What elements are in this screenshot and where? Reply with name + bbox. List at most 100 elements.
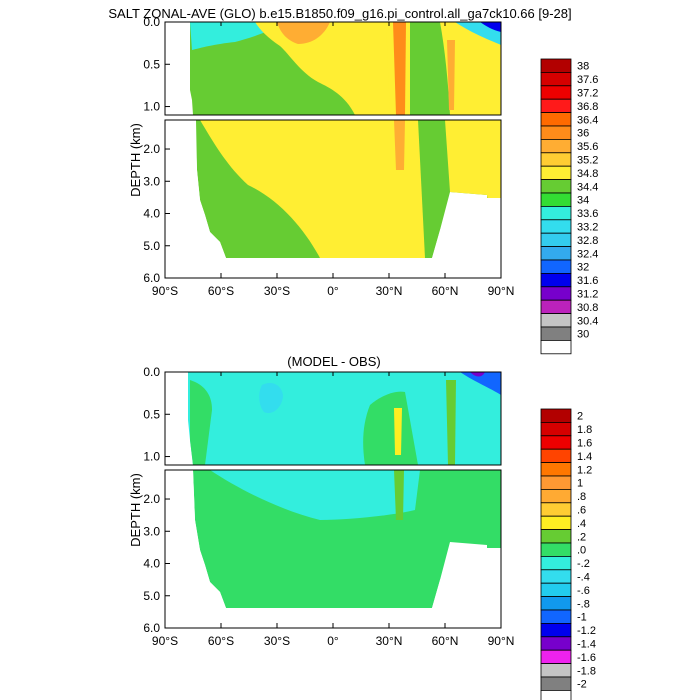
x-tick-label: 90°S: [152, 284, 178, 298]
colorbar-label: -1.8: [577, 665, 596, 677]
colorbar-label: 2: [577, 411, 583, 423]
colorbar-label: -1.6: [577, 652, 596, 664]
colorbar-swatch: [540, 259, 572, 274]
colorbar-label: -1: [577, 612, 587, 624]
colorbar-swatch: [540, 326, 572, 341]
top-upper-arctic-orange: [447, 40, 455, 110]
colorbar-swatch: [540, 219, 572, 234]
colorbar-swatch: [540, 192, 572, 207]
colorbar-swatch: [540, 462, 572, 477]
top-lower-south-white: [165, 120, 226, 278]
colorbar-label: .2: [577, 531, 586, 543]
colorbar-swatch: [540, 502, 572, 517]
colorbar-label: 32.8: [577, 235, 598, 247]
colorbar-swatch: [540, 529, 572, 544]
top-ylabel: DEPTH (km): [128, 123, 143, 197]
colorbar-label: 32: [577, 262, 589, 274]
colorbar-swatch: [540, 556, 572, 571]
colorbar-swatch: [540, 232, 572, 247]
top-lower-deep-white: [432, 198, 501, 278]
colorbar-label: -.4: [577, 572, 590, 584]
y-tick-label: 3.0: [143, 174, 160, 188]
colorbar-swatch: [540, 408, 572, 423]
colorbar-label: 34: [577, 195, 589, 207]
bottom-upper-positive-band: [363, 391, 418, 465]
colorbar-swatch: [540, 488, 572, 504]
top-upper-fresh-south: [190, 22, 283, 50]
y-tick-label: 5.0: [143, 589, 160, 603]
colorbar-swatch: [540, 313, 572, 328]
colorbar-swatch: [540, 205, 572, 221]
y-tick-label: 1.0: [143, 100, 160, 114]
y-tick-label: 0.5: [143, 57, 160, 71]
colorbar-label: 1.8: [577, 424, 592, 436]
bottom-upper-arctic-fresh: [460, 372, 501, 395]
colorbar-label: 36.4: [577, 114, 598, 126]
bottom-ylabel: DEPTH (km): [128, 473, 143, 547]
bottom-colorbar: 21.81.61.41.21.8.6.4.2.0-.2-.4-.6-.8-1-1…: [540, 408, 596, 700]
x-tick-label: 60°S: [208, 634, 234, 648]
colorbar-swatch: [540, 72, 572, 87]
top-upper-fresh-arctic-deep: [480, 22, 501, 32]
colorbar-label: 34.8: [577, 168, 598, 180]
top-title: SALT ZONAL-AVE (GLO) b.e15.B1850.f09_g16…: [108, 6, 571, 21]
top-y-ticks: 0.0 0.5 1.0 2.0 3.0 4.0 5.0 6.0: [143, 15, 170, 285]
x-tick-label: 30°N: [376, 284, 403, 298]
y-tick-label: 5.0: [143, 239, 160, 253]
colorbar-label: 30.8: [577, 302, 598, 314]
colorbar-swatch: [540, 286, 572, 301]
colorbar-swatch: [540, 339, 572, 355]
colorbar-swatch: [540, 85, 572, 100]
colorbar-swatch: [540, 569, 572, 584]
y-tick-label: 3.0: [143, 524, 160, 538]
colorbar-swatch: [540, 676, 572, 691]
colorbar-swatch: [540, 582, 572, 598]
top-lower-fresh-column: [418, 120, 445, 258]
colorbar-label: .6: [577, 505, 586, 517]
colorbar-swatch: [540, 609, 572, 624]
top-upper-arctic-saline: [440, 22, 501, 115]
colorbar-swatch: [540, 649, 572, 665]
colorbar-swatch: [540, 690, 572, 700]
colorbar-swatch: [540, 299, 572, 315]
colorbar-swatch: [540, 435, 572, 450]
colorbar-swatch: [540, 448, 572, 464]
colorbar-label: .0: [577, 545, 586, 557]
bottom-upper-med-pos: [394, 408, 402, 455]
x-tick-label: 60°N: [432, 284, 459, 298]
bottom-lower-field: [165, 470, 501, 628]
top-colorbar: 3837.637.236.836.43635.635.234.834.43433…: [540, 58, 598, 355]
colorbar-swatch: [540, 98, 572, 113]
colorbar-label: -.8: [577, 598, 590, 610]
bottom-lower-neg-tongue: [210, 470, 420, 520]
colorbar-label: 36: [577, 128, 589, 140]
y-tick-label: 0.0: [143, 15, 160, 29]
top-x-ticks: 90°S 60°S 30°S 0° 30°N 60°N 90°N: [152, 22, 514, 298]
x-tick-label: 30°N: [376, 634, 403, 648]
y-tick-label: 6.0: [143, 621, 160, 635]
y-tick-label: 4.0: [143, 557, 160, 571]
colorbar-swatch: [540, 58, 572, 73]
colorbar-label: 1.4: [577, 451, 592, 463]
top-upper-orange-s: [277, 22, 330, 44]
colorbar-swatch: [540, 246, 572, 261]
colorbar-label: 31.2: [577, 289, 598, 301]
colorbar-label: 32.4: [577, 248, 598, 260]
colorbar-swatch: [540, 179, 572, 194]
colorbar-label: 30: [577, 329, 589, 341]
top-upper-field: [165, 22, 501, 115]
colorbar-label: 38: [577, 61, 589, 73]
colorbar-label: 33.6: [577, 208, 598, 220]
x-tick-label: 0°: [327, 284, 339, 298]
colorbar-label: 36.8: [577, 101, 598, 113]
bottom-upper-field: [165, 372, 501, 465]
colorbar-label: .8: [577, 491, 586, 503]
bottom-upper-south-neg: [259, 383, 283, 414]
colorbar-swatch: [540, 112, 572, 127]
bottom-lower-deep-white: [432, 548, 501, 628]
y-tick-label: 2.0: [143, 492, 160, 506]
colorbar-label: .4: [577, 518, 586, 530]
colorbar-label: 31.6: [577, 275, 598, 287]
x-tick-label: 60°N: [432, 634, 459, 648]
